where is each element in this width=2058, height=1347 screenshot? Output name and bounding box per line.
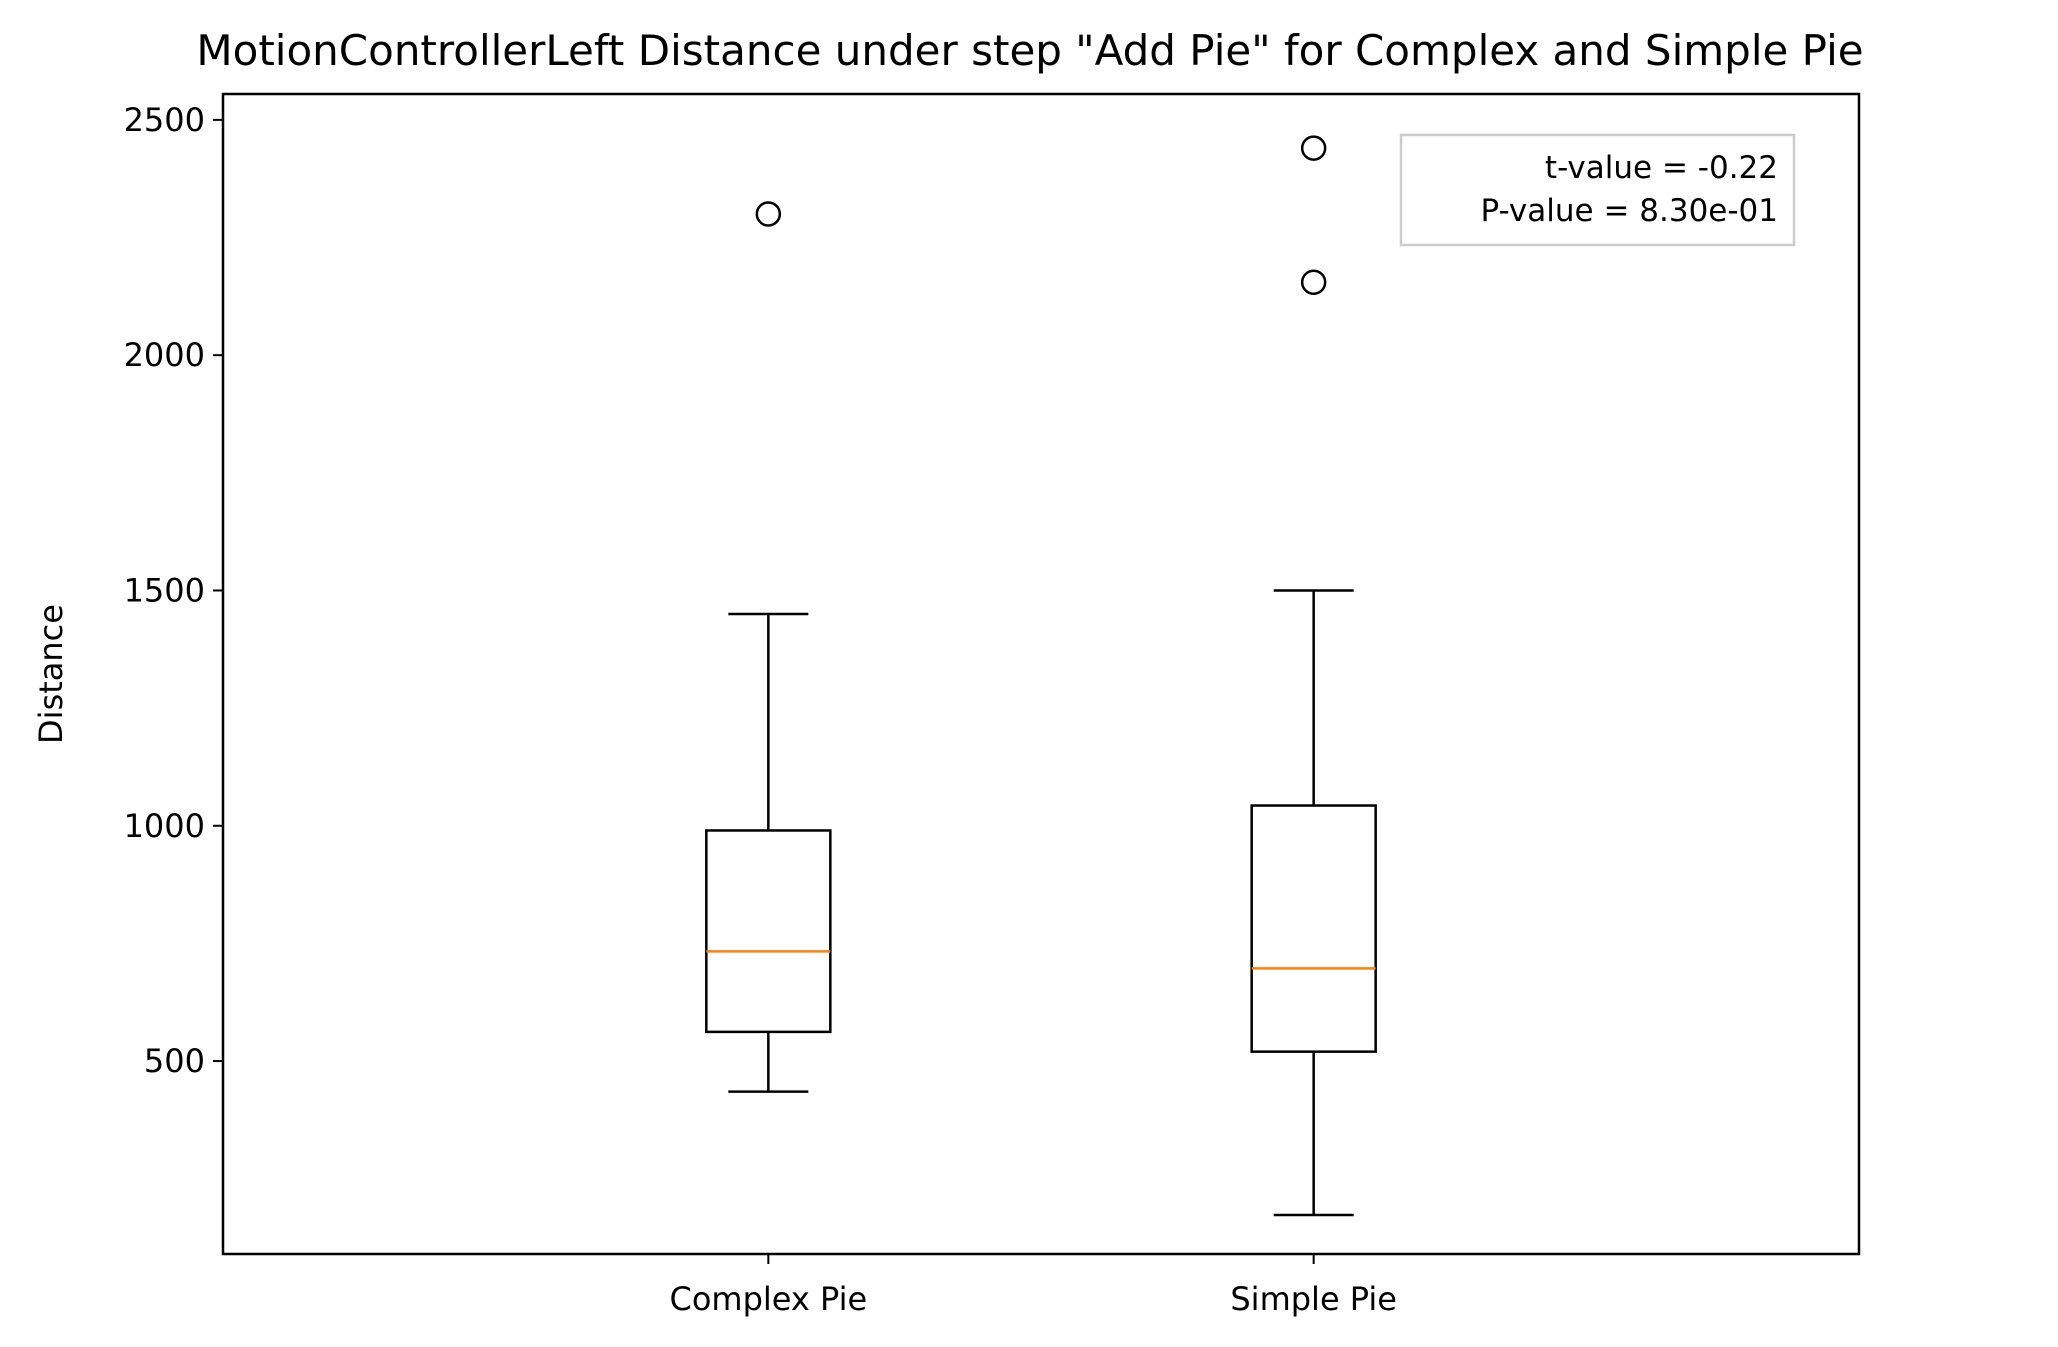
outliers-layer	[755, 135, 1327, 295]
box-group-1	[1250, 589, 1377, 1217]
chart-title: MotionControllerLeft Distance under step…	[196, 26, 1863, 75]
annotation-line-0: t-value = -0.22	[1545, 150, 1778, 186]
y-tick-label: 2000	[124, 336, 205, 374]
y-tick-label: 1500	[124, 571, 205, 609]
x-tick-label: Simple Pie	[1230, 1280, 1397, 1318]
y-tick-label: 2500	[124, 101, 205, 139]
x-axis-ticks: Complex Pie Simple Pie	[669, 1254, 1397, 1318]
y-axis-ticks: 500 1000 1500 2000 2500	[124, 101, 223, 1080]
x-tick-label: Complex Pie	[669, 1280, 867, 1318]
outlier-point	[1300, 269, 1327, 295]
annotation-line-1: P-value = 8.30e-01	[1481, 193, 1778, 229]
outlier-point	[755, 201, 782, 227]
boxes-layer	[705, 589, 1377, 1217]
y-axis-label: Distance	[32, 604, 70, 744]
y-tick-label: 1000	[124, 807, 205, 845]
plot-frame	[221, 92, 1861, 1256]
y-tick-label: 500	[144, 1042, 205, 1080]
box-group-0	[705, 612, 832, 1093]
box-body	[1250, 804, 1377, 1053]
outlier-point	[1300, 135, 1327, 161]
box-body	[705, 829, 832, 1034]
annotation-box	[1399, 133, 1796, 247]
stats-annotation: t-value = -0.22 P-value = 8.30e-01	[1399, 133, 1796, 247]
